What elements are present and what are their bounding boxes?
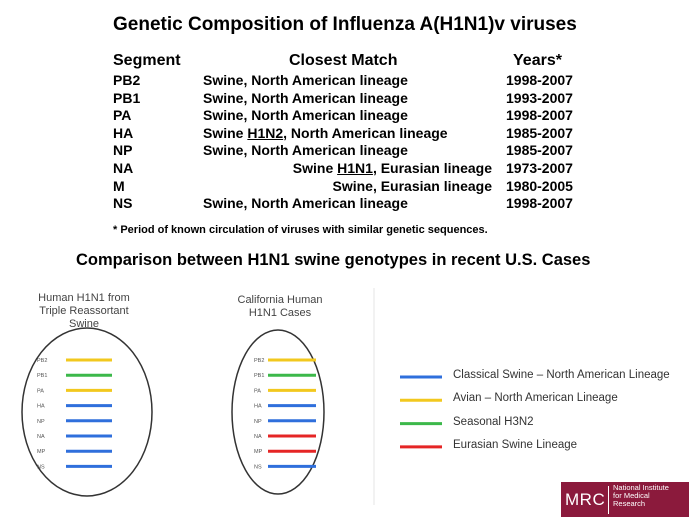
years-cell: 1985-2007 [506, 142, 573, 159]
segment-cell: NP [113, 142, 133, 159]
match-text: Swine, North American lineage [203, 72, 408, 88]
segment-label: NS [254, 464, 262, 470]
closest-match-cell: Swine, North American lineage [203, 72, 408, 89]
segment-label: NA [254, 434, 262, 440]
match-text: Swine, Eurasian lineage [332, 177, 492, 194]
logo-institute-name: National Institute for Medical Research [613, 484, 669, 508]
table-row: M Swine, Eurasian lineage 1980-2005 [0, 178, 689, 195]
legend-label-eurasian: Eurasian Swine Lineage [453, 438, 578, 451]
segment-label: HA [37, 404, 45, 410]
years-cell: 1985-2007 [506, 124, 573, 141]
footnote: * Period of known circulation of viruses… [113, 224, 488, 236]
caption-line: Triple Reassortant [39, 305, 129, 317]
table-row: NA Swine H1N1, Eurasian lineage 1973-2007 [0, 160, 689, 177]
caption-line: Swine [69, 318, 99, 330]
table-row: NS Swine, North American lineage 1998-2007 [0, 195, 689, 212]
table-row: PA Swine, North American lineage 1998-2007 [0, 107, 689, 124]
page-title: Genetic Composition of Influenza A(H1N1)… [113, 14, 577, 35]
comparison-subtitle: Comparison between H1N1 swine genotypes … [76, 251, 591, 269]
segment-cell: NS [113, 195, 133, 212]
genotype-ellipse-california: PB2 PB1 PA HA NP NA MP NS [231, 329, 325, 495]
segment-label: PB1 [254, 373, 264, 379]
segment-label: PA [254, 388, 261, 394]
segment-cell: PB2 [113, 72, 141, 88]
table-row: PB1 Swine, North American lineage 1993-200… [0, 90, 689, 107]
legend-label-classical: Classical Swine – North American Lineage [453, 369, 670, 381]
virus-outline [231, 329, 325, 495]
closest-match-cell: Swine, North American lineage [203, 142, 408, 159]
segment-label: PB2 [37, 358, 47, 364]
match-subtype: H1N1 [337, 160, 373, 176]
closest-match-cell: Swine, North American lineage [203, 195, 408, 212]
mrc-logo: MRC National Institute for Medical Resea… [561, 482, 689, 517]
header-years: Years* [513, 52, 562, 69]
header-closest-match: Closest Match [289, 52, 398, 69]
closest-match-cell: Swine H1N1, Eurasian lineage [293, 160, 492, 177]
closest-match-cell: Swine H1N2, North American lineage [203, 125, 448, 142]
match-text: Swine, North American lineage [203, 107, 408, 124]
caption-line: H1N1 Cases [248, 307, 312, 319]
segment-label: NP [254, 419, 262, 425]
logo-line: National Institute [613, 483, 669, 492]
segment-label: PA [37, 388, 44, 394]
legend-label-seasonal: Seasonal H3N2 [453, 415, 534, 428]
match-text: Swine, North American lineage [203, 89, 408, 106]
segment-label: NA [37, 434, 45, 440]
legend-label-avian: Avian – North American Lineage [453, 392, 618, 405]
years-cell: 1998-2007 [506, 72, 573, 88]
segment-label: PB2 [254, 358, 264, 364]
segment-label: NP [37, 419, 45, 425]
virus-outline [21, 327, 153, 497]
closest-match-cell: Swine, North American lineage [203, 107, 408, 124]
match-text: Swine [292, 160, 338, 176]
segment-cell: PA [113, 107, 132, 124]
segment-label: MP [254, 449, 263, 455]
match-text: Swine, North American lineage [203, 195, 408, 212]
years-cell: 1980-2005 [506, 177, 573, 194]
years-cell: 1993-2007 [506, 89, 573, 106]
genotype-ellipse-triple-reassortant: PB2 PB1 PA HA NP NA MP NS [21, 327, 153, 497]
match-text: , North American lineage [283, 124, 448, 141]
logo-mrc-text: MRC [565, 490, 606, 509]
match-text: Swine [203, 124, 248, 141]
match-subtype: H1N2 [247, 124, 284, 141]
years-cell: 1973-2007 [506, 160, 573, 176]
segment-label: NS [37, 464, 45, 470]
header-segment: Segment [113, 52, 181, 69]
match-text: Swine, North American lineage [203, 142, 408, 159]
segment-label: MP [37, 449, 46, 455]
logo-line: for Medical [613, 491, 650, 500]
closest-match-cell: Swine, Eurasian lineage [332, 178, 492, 195]
years-cell: 1998-2007 [506, 107, 573, 124]
segment-cell: M [113, 177, 125, 194]
table-row: PB2 Swine, North American lineage 1998-200… [0, 72, 689, 89]
caption-line: Human H1N1 from [38, 292, 130, 304]
table-row: NP Swine, North American lineage 1985-2007 [0, 142, 689, 159]
caption-line: California Human [237, 294, 323, 306]
segment-cell: NA [113, 160, 134, 176]
segment-label: HA [254, 404, 262, 410]
closest-match-cell: Swine, North American lineage [203, 90, 408, 107]
segment-cell: PB1 [113, 89, 141, 106]
match-text: , Eurasian lineage [372, 160, 492, 176]
years-cell: 1998-2007 [506, 195, 573, 212]
segment-label: PB1 [37, 373, 47, 379]
diagram-caption-triple-reassortant: Human H1N1 from Triple Reassortant Swine [24, 292, 144, 331]
diagram-caption-california: California Human H1N1 Cases [222, 294, 338, 320]
table-row: HA Swine H1N2, North American lineage 1985… [0, 125, 689, 142]
legend [400, 375, 442, 449]
logo-divider [608, 486, 609, 514]
logo-line: Research [613, 499, 646, 508]
segment-cell: HA [113, 124, 134, 141]
